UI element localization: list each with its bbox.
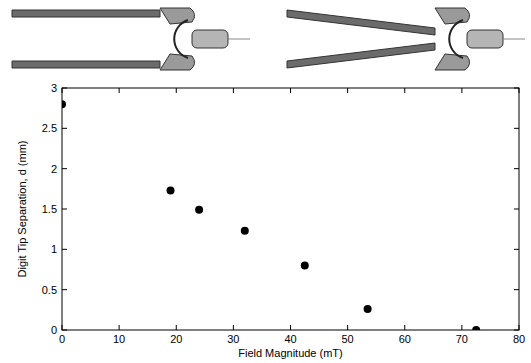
- x-axis-title: Field Magnitude (mT): [238, 347, 343, 359]
- y-tick-label: 2.5: [42, 122, 57, 134]
- x-tick: [519, 88, 520, 93]
- x-tick: [119, 88, 120, 93]
- needle: [503, 39, 525, 40]
- point: [364, 305, 372, 313]
- y-tick: [514, 168, 519, 169]
- y-tick: [514, 209, 519, 210]
- x-tick: [461, 88, 462, 93]
- x-tick: [347, 88, 348, 93]
- y-tick: [514, 128, 519, 129]
- y-tick: [62, 128, 67, 129]
- digit: [12, 10, 160, 17]
- point: [241, 227, 249, 235]
- point: [195, 206, 203, 214]
- x-tick: [176, 88, 177, 93]
- y-tick: [62, 289, 67, 290]
- x-tick-label: 0: [59, 333, 65, 345]
- y-tick: [514, 330, 519, 331]
- digit: [287, 10, 435, 35]
- y-tick: [62, 88, 67, 89]
- chart-root: 0 10 20 30 40 50 60 70 80 0 0.5 1 1.5 2 2.5 3 Field Magn…: [0, 0, 531, 363]
- gripper-illustration: [12, 8, 250, 70]
- plot-frame: [62, 88, 519, 330]
- digit: [287, 43, 435, 68]
- y-tick-label: 2: [51, 163, 57, 175]
- y-tick-label: 1.5: [42, 203, 57, 215]
- y-tick: [514, 249, 519, 250]
- point: [62, 100, 66, 108]
- y-tick: [62, 209, 67, 210]
- x-tick: [62, 88, 63, 93]
- y-tick-label: 0: [51, 324, 57, 336]
- x-tick-label: 10: [113, 333, 125, 345]
- ring: [174, 20, 188, 58]
- y-tick: [514, 88, 519, 89]
- x-tick: [233, 88, 234, 93]
- y-tick-label: 1: [51, 243, 57, 255]
- body: [192, 30, 228, 48]
- x-tick-label: 20: [170, 333, 182, 345]
- x-tick-label: 40: [284, 333, 296, 345]
- x-tick: [290, 88, 291, 93]
- y-axis-title: Digit Tip Separation, d (mm): [16, 141, 28, 278]
- point: [301, 261, 309, 269]
- x-tick-label: 70: [456, 333, 468, 345]
- joint: [435, 54, 470, 70]
- point: [472, 326, 480, 330]
- chart-svg: 0 10 20 30 40 50 60 70 80 0 0.5 1 1.5 2 2.5 3 Field Magn…: [0, 0, 531, 363]
- y-tick: [62, 330, 67, 331]
- needle: [228, 39, 250, 40]
- y-tick: [62, 168, 67, 169]
- x-tick-label: 50: [342, 333, 354, 345]
- y-tick: [514, 289, 519, 290]
- x-tick: [461, 325, 462, 330]
- x-tick: [404, 325, 405, 330]
- y-tick-label: 0.5: [42, 284, 57, 296]
- y-tick: [62, 249, 67, 250]
- x-tick: [176, 325, 177, 330]
- x-tick: [233, 325, 234, 330]
- digit: [12, 61, 160, 68]
- x-tick: [290, 325, 291, 330]
- points: [62, 100, 480, 330]
- x-tick: [519, 325, 520, 330]
- joint: [160, 54, 195, 70]
- ring: [449, 20, 463, 58]
- joint: [160, 8, 195, 24]
- x-tick-label: 80: [513, 333, 525, 345]
- joint: [435, 8, 470, 24]
- x-tick-label: 30: [227, 333, 239, 345]
- body: [467, 30, 503, 48]
- x-tick: [119, 325, 120, 330]
- gripper-illustration: [287, 8, 525, 70]
- point: [167, 186, 175, 194]
- x-tick-label: 60: [399, 333, 411, 345]
- x-tick: [347, 325, 348, 330]
- y-tick-label: 3: [51, 82, 57, 94]
- x-tick: [404, 88, 405, 93]
- x-tick: [62, 325, 63, 330]
